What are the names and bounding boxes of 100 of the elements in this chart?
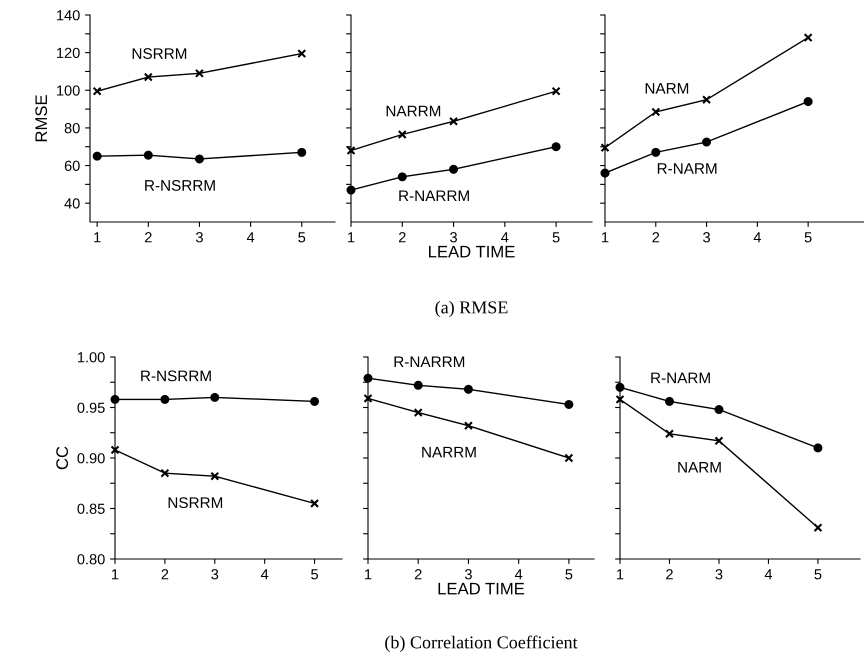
- series-label: NARM: [646, 83, 688, 94]
- point: [714, 436, 724, 446]
- series-label: NSRRM: [132, 48, 186, 59]
- point: [160, 394, 170, 404]
- x-axis-title: LEAD TIME: [429, 246, 515, 258]
- point: [310, 396, 320, 406]
- point: [449, 116, 458, 126]
- y-tick-label: 80: [64, 123, 80, 134]
- point: [714, 405, 724, 414]
- point: [552, 86, 561, 96]
- x-tick-label: 5: [552, 232, 560, 242]
- point: [194, 68, 204, 78]
- x-tick-label: 2: [652, 232, 660, 242]
- point: [615, 394, 625, 404]
- point: [600, 143, 610, 152]
- x-tick-label: 1: [617, 569, 624, 580]
- x-tick-label: 4: [764, 569, 772, 580]
- point: [194, 154, 204, 164]
- x-tick-label: 3: [196, 232, 203, 242]
- x-tick-label: 2: [144, 232, 152, 242]
- point: [702, 95, 712, 104]
- x-tick-label: 4: [501, 232, 508, 242]
- x-tick-label: 5: [311, 569, 318, 580]
- y-tick-label: 140: [57, 10, 80, 20]
- point: [210, 392, 220, 402]
- x-tick-label: 1: [112, 569, 118, 580]
- x-tick-label: 1: [602, 232, 608, 242]
- x-tick-label: 2: [398, 232, 406, 242]
- x-tick-label: 4: [246, 232, 254, 242]
- y-tick-label: 0.95: [77, 402, 105, 413]
- x-tick-label: 3: [464, 569, 472, 580]
- y-tick-label: 1.00: [78, 352, 105, 362]
- y-tick-label: 0.80: [77, 554, 105, 564]
- point: [144, 72, 153, 82]
- point: [552, 142, 561, 152]
- point: [651, 148, 660, 157]
- x-tick-label: 3: [703, 232, 710, 242]
- series-label: NSRRM: [168, 497, 222, 508]
- y-tick-label: 40: [64, 198, 80, 209]
- x-tick-label: 2: [414, 569, 422, 580]
- x-tick-label: 3: [715, 569, 722, 580]
- point: [144, 150, 153, 160]
- point: [651, 107, 660, 116]
- series-label: R-NSRRM: [141, 370, 211, 382]
- point: [297, 49, 306, 58]
- series-label: NARRM: [386, 106, 440, 116]
- text: (b) Correlation Coefficient: [385, 636, 578, 652]
- point: [160, 468, 170, 478]
- series-label: R-NARM: [658, 163, 716, 174]
- x-axis-title: LEAD TIME: [438, 582, 524, 594]
- y-tick-label: 100: [57, 85, 80, 96]
- point: [813, 523, 822, 532]
- text: (a) RMSE: [435, 300, 508, 318]
- x-tick-label: 1: [94, 232, 101, 242]
- point: [464, 421, 473, 430]
- y-axis-title: CC: [56, 446, 68, 470]
- series-label: R-NARM: [651, 372, 710, 384]
- x-tick-label: 1: [348, 232, 354, 242]
- series-label: R-NARRM: [399, 190, 469, 202]
- point: [414, 380, 423, 390]
- series-label: R-NSRRM: [145, 180, 215, 191]
- point: [600, 168, 610, 178]
- x-tick-label: 4: [754, 232, 761, 242]
- point: [310, 498, 320, 508]
- x-tick-label: 5: [565, 569, 572, 580]
- point: [363, 394, 373, 403]
- point: [346, 185, 356, 195]
- y-tick-label: 0.85: [77, 504, 105, 514]
- x-tick-label: 4: [260, 569, 268, 580]
- point: [804, 33, 813, 42]
- x-tick-label: 3: [211, 569, 218, 580]
- point: [110, 394, 120, 404]
- y-axis-title: RMSE: [35, 95, 48, 142]
- point: [398, 130, 407, 140]
- y-tick-label: 120: [57, 48, 80, 58]
- x-tick-label: 5: [298, 232, 306, 242]
- x-tick-label: 5: [814, 569, 822, 580]
- point: [664, 429, 674, 438]
- point: [414, 408, 423, 418]
- point: [363, 374, 373, 383]
- point: [564, 453, 574, 463]
- point: [464, 384, 473, 394]
- point: [449, 164, 458, 174]
- series-label: R-NARRM: [394, 356, 464, 368]
- x-tick-label: 2: [162, 569, 168, 580]
- point: [664, 396, 674, 406]
- x-tick-label: 1: [365, 569, 372, 580]
- x-tick-label: 3: [450, 232, 457, 242]
- point: [297, 148, 306, 157]
- y-tick-label: 60: [64, 160, 80, 171]
- point: [92, 152, 102, 161]
- point: [92, 86, 102, 96]
- point: [110, 445, 120, 454]
- point: [813, 443, 822, 452]
- point: [346, 146, 356, 156]
- x-tick-label: 4: [514, 569, 522, 580]
- y-tick-label: 0.90: [77, 453, 105, 464]
- point: [398, 172, 407, 182]
- point: [702, 138, 712, 147]
- series-label: NARRM: [422, 446, 476, 458]
